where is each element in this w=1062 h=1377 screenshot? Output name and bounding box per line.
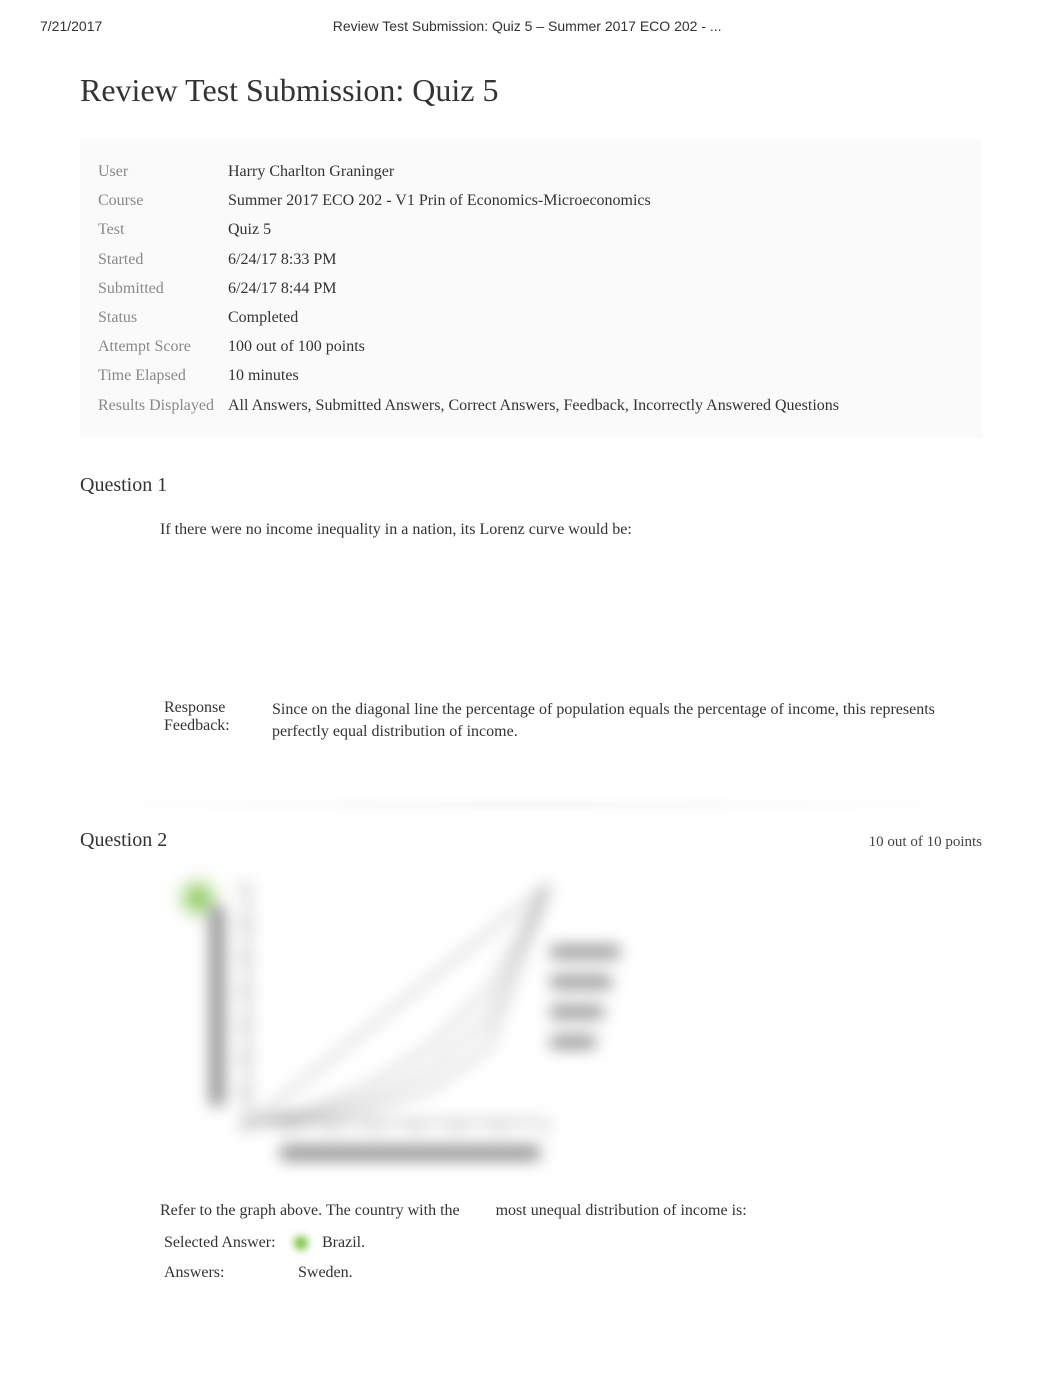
info-row: Submitted6/24/17 8:44 PM [98, 274, 964, 303]
stem-part-a: Refer to the graph above. The country wi… [160, 1202, 460, 1219]
info-value: 10 minutes [228, 361, 964, 390]
question-2: Question 2 10 out of 10 points Refer to … [0, 813, 1062, 1312]
section-divider [30, 797, 1032, 813]
page-title: Review Test Submission: Quiz 5 [0, 44, 1062, 139]
info-value: 6/24/17 8:44 PM [228, 274, 964, 303]
chart-xticks [246, 1124, 546, 1132]
info-label: Submitted [98, 274, 228, 303]
header-crumb: Review Test Submission: Quiz 5 – Summer … [102, 18, 952, 34]
answer-option: Sweden. [298, 1264, 353, 1282]
info-row: Time Elapsed10 minutes [98, 361, 964, 390]
question-1: Question 1 If there were no income inequ… [0, 458, 1062, 774]
question-points: 10 out of 10 points [869, 834, 982, 851]
header-date: 7/21/2017 [40, 18, 102, 34]
submission-info-panel: UserHarry Charlton GraningerCourseSummer… [80, 139, 982, 438]
info-label: Attempt Score [98, 332, 228, 361]
info-label: Results Displayed [98, 391, 228, 420]
correct-indicator-icon [184, 884, 212, 912]
correct-indicator-icon [294, 1236, 308, 1250]
legend-label-blurred [550, 1036, 596, 1048]
info-row: TestQuiz 5 [98, 215, 964, 244]
question-stem: Refer to the graph above. The country wi… [160, 1202, 982, 1220]
chart-yticks [238, 884, 246, 1124]
answers-row: Answers: Sweden. [80, 1264, 982, 1282]
info-value: 100 out of 100 points [228, 332, 964, 361]
info-row: StatusCompleted [98, 303, 964, 332]
info-label: User [98, 157, 228, 186]
legend-label-blurred [550, 976, 612, 988]
info-label: Started [98, 245, 228, 274]
info-label: Test [98, 215, 228, 244]
info-value: Summer 2017 ECO 202 - V1 Prin of Economi… [228, 186, 964, 215]
stem-part-b: most unequal distribution of income is: [496, 1202, 747, 1219]
submission-info-table: UserHarry Charlton GraningerCourseSummer… [98, 157, 964, 420]
chart-axes [246, 884, 546, 1124]
question-stem: If there were no income inequality in a … [160, 521, 982, 539]
info-value: Quiz 5 [228, 215, 964, 244]
selected-answer-value: Brazil. [322, 1234, 365, 1252]
info-row: Attempt Score100 out of 100 points [98, 332, 964, 361]
lorenz-chart-blurred [160, 876, 580, 1176]
feedback-label: Response Feedback: [164, 699, 244, 744]
question-title: Question 2 [80, 813, 167, 876]
lorenz-chart [160, 876, 982, 1176]
info-value: Completed [228, 303, 964, 332]
info-row: Results DisplayedAll Answers, Submitted … [98, 391, 964, 420]
info-value: All Answers, Submitted Answers, Correct … [228, 391, 964, 420]
feedback-text: Since on the diagonal line the percentag… [272, 699, 982, 744]
info-value: Harry Charlton Graninger [228, 157, 964, 186]
response-feedback: Response Feedback: Since on the diagonal… [164, 699, 982, 744]
chart-ylabel-blurred [210, 906, 224, 1106]
chart-curves [249, 884, 549, 1124]
question-title: Question 1 [80, 458, 982, 521]
info-value: 6/24/17 8:33 PM [228, 245, 964, 274]
info-row: UserHarry Charlton Graninger [98, 157, 964, 186]
page-header: 7/21/2017 Review Test Submission: Quiz 5… [0, 0, 1062, 44]
answers-label: Answers: [164, 1264, 294, 1282]
info-label: Course [98, 186, 228, 215]
info-label: Status [98, 303, 228, 332]
info-row: Started6/24/17 8:33 PM [98, 245, 964, 274]
selected-answer-row: Selected Answer: Brazil. [164, 1234, 982, 1252]
legend-label-blurred [550, 1006, 604, 1018]
info-row: CourseSummer 2017 ECO 202 - V1 Prin of E… [98, 186, 964, 215]
selected-answer-label: Selected Answer: [164, 1234, 294, 1252]
chart-xlabel-blurred [280, 1146, 540, 1160]
info-label: Time Elapsed [98, 361, 228, 390]
legend-label-blurred [550, 946, 620, 958]
